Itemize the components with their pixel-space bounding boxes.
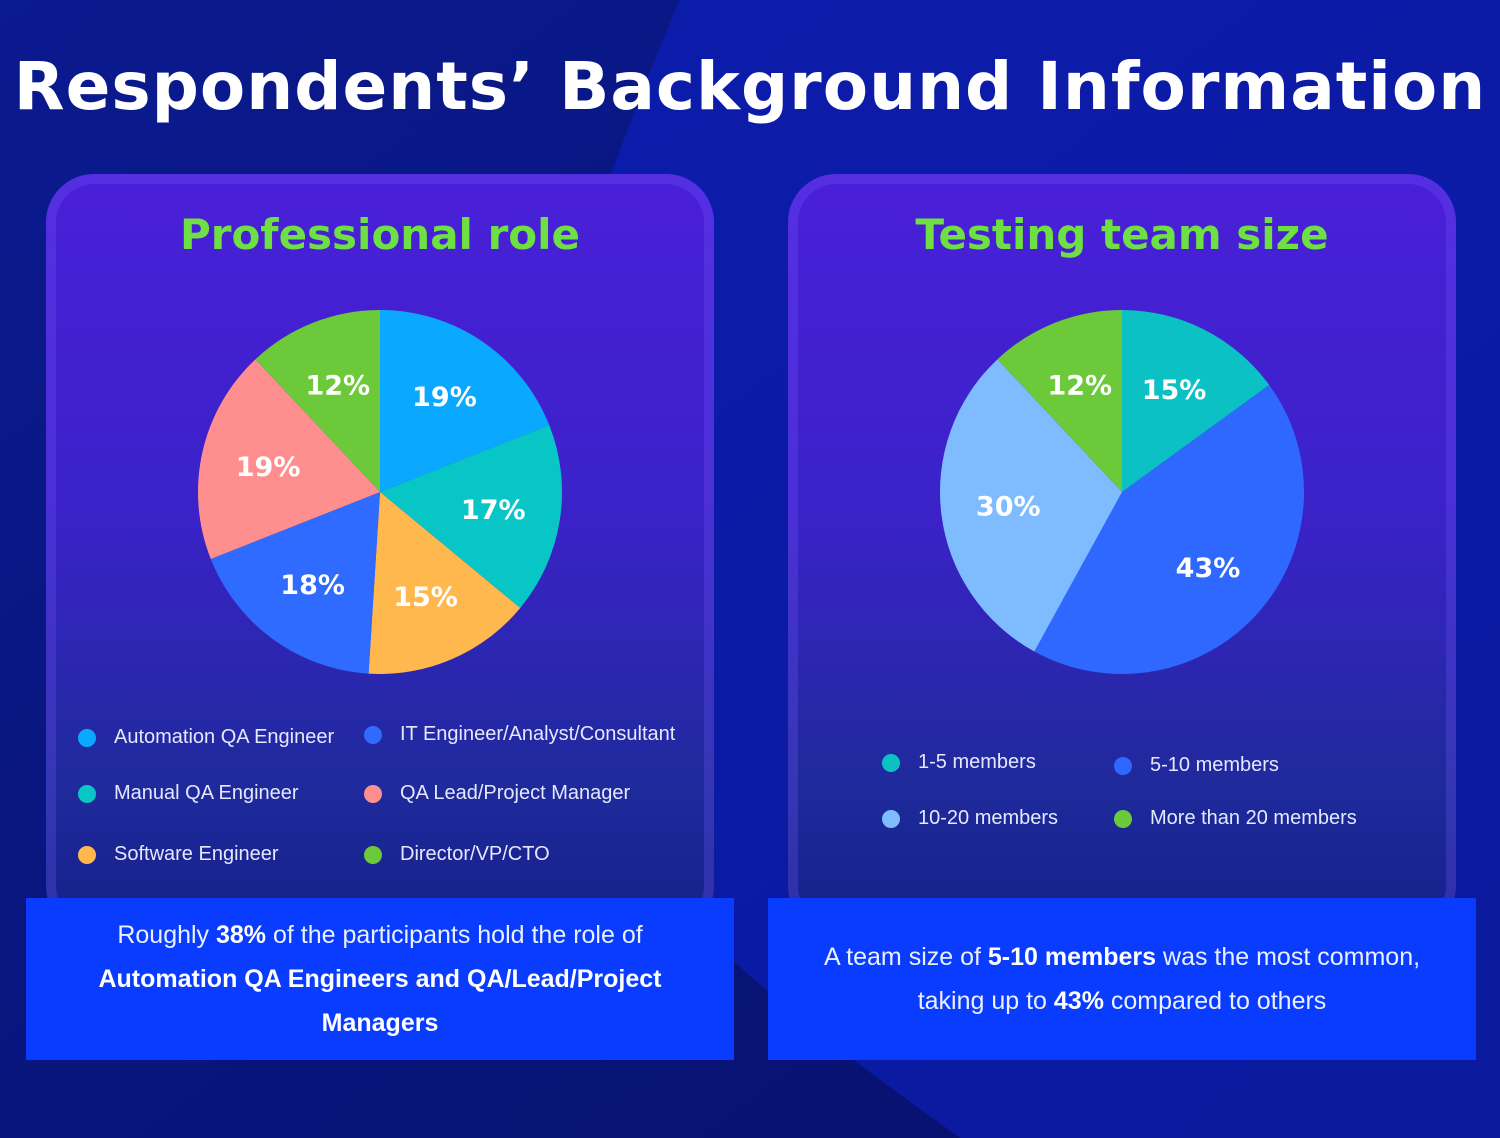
pie-data-label: 15% [393, 582, 458, 613]
professional-role-callout: Roughly 38% of the participants hold the… [26, 898, 734, 1060]
legend-label: Automation QA Engineer [114, 726, 335, 748]
legend-dot [882, 753, 900, 772]
professional-role-pie-chart: 19% 17% 15% 18% 19% 12% [198, 310, 562, 674]
pie-data-label: 17% [461, 495, 526, 526]
pie-data-label: 15% [1142, 375, 1207, 406]
pie-data-label: 30% [976, 491, 1041, 522]
page-title: Respondents’ Background Information [13, 48, 1487, 125]
pie-data-label: 18% [280, 570, 345, 601]
pie-slice-software-engineer [368, 492, 521, 674]
legend-dot [364, 845, 382, 864]
pie-data-label: 43% [1176, 553, 1241, 584]
legend-item-1-5-members: 1-5 members [882, 751, 1036, 774]
legend-dot [1114, 756, 1132, 775]
callout-text: A team size of 5-10 members was the most… [823, 943, 1421, 1015]
legend-item-more-than-20-members: More than 20 members [1114, 807, 1357, 830]
legend-dot [364, 725, 382, 744]
pie-slice-more-than-20-members [997, 310, 1122, 492]
legend-item-director: Director/VP/CTO [364, 843, 550, 866]
testing-team-size-title: Testing team size [915, 210, 1329, 259]
legend-dot [364, 784, 382, 803]
legend-label: Manual QA Engineer [114, 782, 299, 804]
pie-slice-5-10-members [1034, 385, 1304, 675]
legend-item-it-engineer: IT Engineer/Analyst/Consultant [364, 723, 675, 746]
legend-label: Software Engineer [114, 843, 279, 865]
pie-slice-automation-qa-engineer [380, 310, 550, 492]
professional-role-card: Professional role 19% 17% 15% 18% 19% 12% Aut… [46, 174, 714, 934]
legend-dot [1114, 809, 1132, 828]
testing-team-size-card: Testing team size 15% 43% 30% 12% 1-5 membe… [788, 174, 1456, 934]
legend-label: 5-10 members [1150, 754, 1279, 776]
pie-slice-it-engineer-analyst-consultant [210, 492, 380, 674]
legend-dot [78, 845, 96, 864]
legend-item-manual-qa: Manual QA Engineer [78, 782, 299, 805]
legend-label: QA Lead/Project Manager [400, 782, 631, 804]
pie-data-label: 12% [305, 370, 370, 401]
legend-item-automation-qa: Automation QA Engineer [78, 726, 334, 749]
legend-item-5-10-members: 5-10 members [1114, 754, 1279, 777]
legend-dot [78, 728, 96, 747]
callout-text: Roughly 38% of the participants hold the… [98, 921, 662, 1037]
legend-label: 1-5 members [918, 751, 1036, 773]
pie-slice-manual-qa-engineer [380, 425, 562, 609]
legend-item-qa-lead: QA Lead/Project Manager [364, 782, 630, 805]
legend-item-software-engineer: Software Engineer [78, 843, 279, 866]
pie-data-label: 12% [1047, 370, 1112, 401]
legend-label: Director/VP/CTO [400, 843, 550, 865]
legend-label: More than 20 members [1150, 807, 1357, 829]
team-size-callout: A team size of 5-10 members was the most… [768, 898, 1476, 1060]
legend-item-10-20-members: 10-20 members [882, 807, 1058, 830]
pie-slice-1-5-members [1122, 310, 1270, 492]
professional-role-title: Professional role [179, 210, 581, 259]
legend-label: 10-20 members [918, 807, 1059, 829]
pie-data-label: 19% [412, 382, 477, 413]
pie-slice-10-20-members [940, 359, 1122, 652]
testing-team-size-pie-chart: 15% 43% 30% 12% [940, 310, 1304, 675]
pie-slice-qa-lead-project-manager [198, 359, 380, 559]
legend-label: IT Engineer/Analyst/Consultant [400, 723, 676, 745]
legend-dot [882, 809, 900, 828]
pie-data-label: 19% [236, 452, 301, 483]
legend-dot [78, 784, 96, 803]
pie-slice-director-vp-cto [255, 310, 380, 492]
